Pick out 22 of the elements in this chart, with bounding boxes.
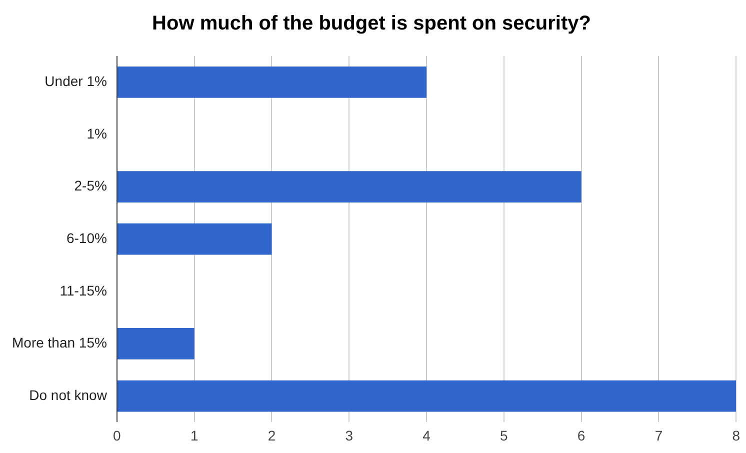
y-tick-label: More than 15%: [12, 334, 107, 351]
x-tick-label: 5: [500, 427, 508, 444]
y-tick-label: Under 1%: [44, 73, 107, 90]
x-tick-label: 4: [422, 427, 431, 444]
bar: [117, 223, 272, 255]
x-tick-label: 2: [268, 427, 276, 444]
y-tick-label: Do not know: [29, 386, 108, 403]
x-tick-label: 7: [654, 427, 663, 444]
x-tick-label: 8: [732, 427, 740, 444]
bar: [117, 66, 427, 98]
chart-title: How much of the budget is spent on security?: [152, 12, 591, 35]
y-tick-label: 6-10%: [66, 230, 107, 246]
x-tick-label: 1: [190, 427, 198, 444]
bar: [117, 171, 582, 202]
y-tick-label: 2-5%: [74, 178, 107, 194]
x-tick-label: 6: [577, 427, 586, 444]
x-tick-label: 3: [345, 427, 354, 444]
x-tick-label: 0: [113, 427, 122, 444]
bar: [117, 380, 736, 412]
bar: [117, 328, 194, 360]
y-tick-label: 11-15%: [60, 282, 107, 298]
y-tick-label: 1%: [86, 125, 107, 142]
